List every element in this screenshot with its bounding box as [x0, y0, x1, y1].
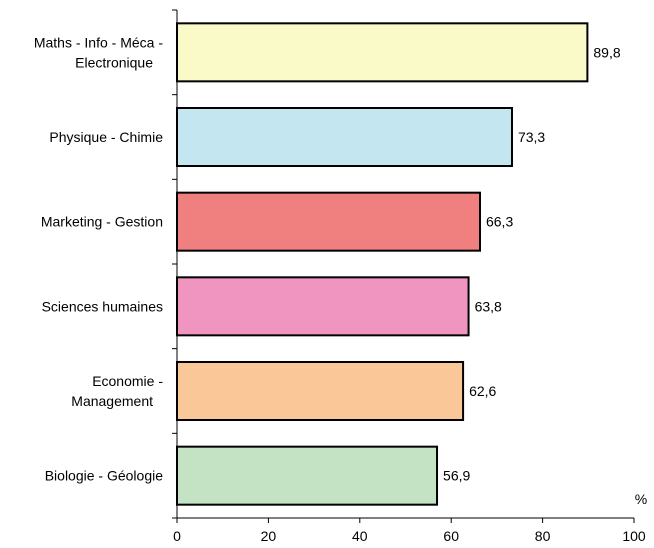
data-label: 62,6	[469, 383, 496, 399]
x-tick-label: 60	[443, 528, 459, 544]
data-label: 63,8	[475, 298, 502, 314]
x-tick-label: 20	[261, 528, 277, 544]
x-tick-label: 100	[622, 528, 646, 544]
axes: 0 20 40 60 80 100	[172, 9, 646, 544]
data-label: 89,8	[593, 44, 620, 60]
category-label: Sciences humaines	[42, 298, 163, 314]
data-label: 66,3	[486, 214, 513, 230]
category-label: Marketing - Gestion	[41, 214, 163, 230]
bar	[176, 276, 470, 337]
x-tick-label: 40	[352, 528, 368, 544]
data-label: 56,9	[443, 468, 470, 484]
x-tick-label: 80	[535, 528, 551, 544]
bar	[176, 445, 439, 506]
bar	[176, 361, 465, 421]
bar	[176, 191, 481, 252]
unit-label: %	[635, 491, 647, 507]
x-tick-label: 0	[173, 528, 181, 544]
bar	[176, 22, 589, 83]
data-label: 73,3	[518, 129, 545, 145]
labels: 89,8 Maths - Info - Méca -Electronique 73,…	[34, 34, 621, 483]
category-label: Biologie - Géologie	[45, 468, 164, 484]
category-label: Physique - Chimie	[49, 129, 163, 145]
category-label: Economie -Management	[71, 373, 163, 409]
bar	[176, 107, 513, 167]
category-label: Maths - Info - Méca -Electronique	[34, 34, 163, 70]
bars	[176, 22, 589, 506]
